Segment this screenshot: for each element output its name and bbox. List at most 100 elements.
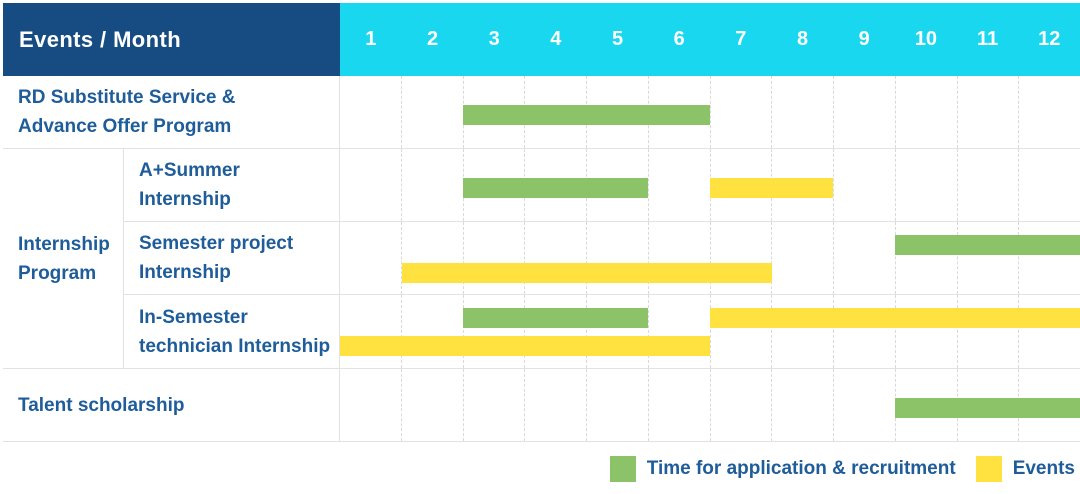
month-gridlines	[340, 295, 1080, 368]
month-header-cell: 5	[611, 28, 624, 50]
row-label-text: Semester project Internship	[139, 233, 294, 283]
month-gridline-cell	[340, 295, 401, 368]
row-talent-scholarship: Talent scholarship	[3, 369, 1080, 442]
month-gridline-cell	[647, 369, 710, 441]
legend-label: Events	[1012, 458, 1075, 479]
row-chart-area	[340, 369, 1080, 441]
row-in-semester-technician: In-Semester technician Internship	[124, 295, 1080, 368]
month-header-cell: 3	[488, 28, 500, 50]
month-gridline-cell	[709, 222, 772, 294]
row-label-cell: RD Substitute Service & Advance Offer Pro…	[3, 76, 340, 148]
month-gridline-cell	[894, 76, 957, 148]
header-row: Events / Month 1 2 3 4 5 6 7 8 9 10 11 12	[3, 3, 1080, 76]
month-gridline-cell	[400, 76, 463, 148]
row-label-cell: Talent scholarship	[3, 369, 340, 441]
month-gridline-cell	[833, 222, 895, 294]
green-swatch-icon	[609, 456, 636, 482]
row-chart-area	[340, 76, 1080, 148]
month-gridline-cell	[1018, 295, 1080, 368]
month-gridline-cell	[647, 149, 710, 221]
month-gridline-cell	[400, 149, 463, 221]
application-recruitment-bar	[463, 178, 649, 198]
month-gridline-cell	[956, 222, 1019, 294]
month-gridline-cell	[340, 369, 401, 441]
month-gridline-cell	[709, 295, 772, 368]
month-gridline-cell	[586, 222, 648, 294]
group-label-cell: Internship Program	[3, 149, 124, 368]
month-gridline-cell	[771, 76, 833, 148]
month-gridline-cell	[709, 76, 772, 148]
month-header-cell: 1	[365, 28, 377, 50]
row-chart-area	[340, 149, 1080, 221]
month-gridline-cell	[833, 76, 895, 148]
corner-header-cell: Events / Month	[3, 3, 340, 76]
application-recruitment-bar	[895, 235, 1080, 255]
month-gridline-cell	[462, 369, 525, 441]
row-label-text: RD Substitute Service & Advance Offer Pro…	[18, 87, 236, 137]
events-bar	[401, 263, 772, 283]
events-bar	[340, 336, 710, 356]
month-gridline-cell	[833, 295, 895, 368]
month-gridline-cell	[894, 295, 957, 368]
events-bar	[710, 178, 834, 198]
group-label-text: Internship Program	[18, 233, 110, 284]
legend-item-yellow: Events	[975, 456, 1075, 482]
row-chart-area	[340, 295, 1080, 368]
table-body: RD Substitute Service & Advance Offer Pro…	[3, 76, 1080, 442]
row-semester-project: Semester project Internship	[124, 222, 1080, 295]
month-header: 1 2 3 4 5 6 7 8 9 10 11 12	[340, 3, 1080, 76]
month-header-cell: 7	[735, 28, 747, 50]
sub-label-cell: A+Summer Internship	[124, 149, 340, 221]
month-gridline-cell	[524, 369, 586, 441]
month-gridline-cell	[462, 222, 525, 294]
month-gridline-cell	[894, 149, 957, 221]
month-gridline-cell	[340, 222, 401, 294]
month-header-cell: 12	[1038, 28, 1061, 50]
sub-label-cell: Semester project Internship	[124, 222, 340, 294]
month-gridline-cell	[709, 369, 772, 441]
legend-item-green: Time for application & recruitment	[609, 456, 956, 482]
corner-title: Events / Month	[19, 26, 182, 52]
month-header-cell: 9	[858, 28, 870, 50]
legend-label: Time for application & recruitment	[646, 458, 956, 479]
month-gridline-cell	[340, 149, 401, 221]
row-chart-area	[340, 222, 1080, 294]
month-header-cell: 6	[673, 28, 685, 50]
month-header-cell: 10	[914, 28, 937, 50]
yellow-swatch-icon	[975, 456, 1002, 482]
month-header-cell: 8	[796, 28, 809, 50]
month-gridline-cell	[771, 369, 833, 441]
row-label-text: A+Summer Internship	[139, 160, 240, 210]
row-group-internship-program: Internship Program A+Summer Internship Semes…	[3, 149, 1080, 369]
month-gridline-cell	[1018, 222, 1080, 294]
month-gridline-cell	[956, 149, 1019, 221]
month-gridlines	[340, 76, 1080, 148]
events-bar	[710, 308, 1080, 328]
row-a-plus-summer: A+Summer Internship	[124, 149, 1080, 222]
month-gridline-cell	[709, 149, 772, 221]
month-gridline-cell	[894, 222, 957, 294]
month-gridline-cell	[1018, 149, 1080, 221]
month-gridline-cell	[340, 76, 401, 148]
row-label-text: In-Semester technician Internship	[139, 306, 331, 357]
row-label-text: Talent scholarship	[18, 394, 185, 416]
schedule-table: Events / Month 1 2 3 4 5 6 7 8 9 10 11 12 RD Substi…	[3, 3, 1080, 442]
month-gridline-cell	[400, 295, 463, 368]
month-gridline-cell	[956, 76, 1019, 148]
month-gridline-cell	[956, 295, 1019, 368]
month-gridline-cell	[462, 149, 525, 221]
month-gridline-cell	[524, 222, 586, 294]
legend: Time for application & recruitment Events	[609, 456, 1075, 482]
month-header-cell: 11	[976, 28, 999, 50]
month-gridline-cell	[400, 369, 463, 441]
month-gridline-cell	[586, 369, 648, 441]
month-gridlines	[340, 222, 1080, 294]
row-rd-substitute: RD Substitute Service & Advance Offer Pro…	[3, 76, 1080, 149]
month-gridline-cell	[647, 222, 710, 294]
month-gridline-cell	[771, 222, 833, 294]
group-subrows: A+Summer Internship Semester project Intern…	[124, 149, 1080, 368]
sub-label-cell: In-Semester technician Internship	[124, 295, 340, 368]
month-gridline-cell	[771, 295, 833, 368]
application-recruitment-bar	[895, 398, 1080, 418]
